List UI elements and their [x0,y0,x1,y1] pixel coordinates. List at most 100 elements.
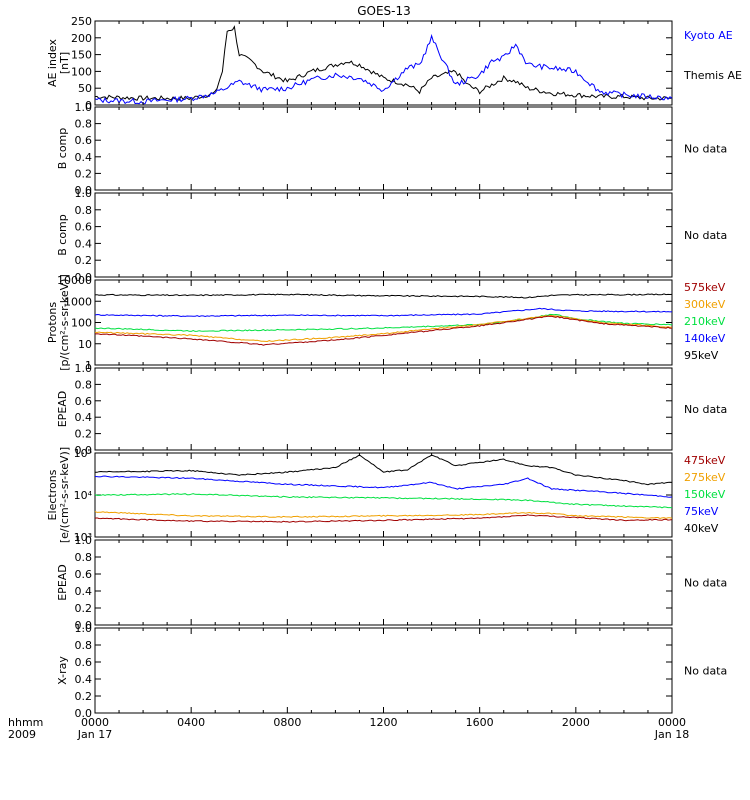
no-data-label: No data [684,665,727,678]
y-tick-label: 0.2 [75,602,93,615]
y-tick-label: 0.4 [75,585,93,598]
date-end-label: Jan 18 [654,728,689,741]
series-line [94,33,673,105]
y-tick-label: 0.2 [75,428,93,441]
panel-frame-ae [94,20,673,106]
y-tick-label: 0.4 [75,411,93,424]
y-axis-label: B comp [56,214,69,256]
y-tick-label: 150 [71,49,92,62]
legend-entry: 40keV [684,522,719,535]
y-tick-label: 0.6 [75,656,93,669]
hhmm-label: hhmm [8,716,43,729]
y-tick-label: 0.0 [75,444,93,457]
no-data-label: No data [684,229,727,242]
no-data-label: No data [684,403,727,416]
y-tick-label: 10³ [74,531,92,544]
legend-entry: 140keV [684,332,726,345]
y-axis-label: EPEAD [56,564,69,601]
series-line [94,454,673,486]
y-tick-label: 1.0 [75,534,93,547]
y-axis-label: Protons [46,302,59,343]
series-line [94,307,673,318]
y-tick-label: 0.4 [75,151,93,164]
y-tick-label: 0.0 [75,271,93,284]
series-line [94,315,673,346]
legend-entry: Kyoto AE [684,29,733,42]
y-axis-label: [p/(cm²-s-sr-keV)] [58,274,71,371]
y-tick-label: 0.0 [75,619,93,632]
x-tick-label: 0800 [273,716,301,729]
y-tick-label: 10 [78,338,92,351]
series-line [94,510,673,520]
year-label: 2009 [8,728,36,741]
y-tick-label: 1.0 [75,101,93,114]
no-data-label: No data [684,577,727,590]
y-axis-label: [e/(cm²-s-sr-keV)] [58,447,71,543]
legend-entry: 275keV [684,471,726,484]
date-start-label: Jan 17 [77,728,112,741]
y-tick-label: 0.8 [75,118,93,131]
y-tick-label: 10⁴ [74,489,93,502]
y-tick-label: 10000 [57,274,92,287]
y-tick-label: 100 [71,317,92,330]
chart-title: GOES-13 [357,4,411,18]
legend-entry: Themis AE [683,69,742,82]
legend-entry: 75keV [684,505,719,518]
legend-entry: 210keV [684,315,726,328]
y-tick-label: 0.2 [75,254,93,267]
y-tick-label: 0.8 [75,204,93,217]
series-line [94,293,673,299]
y-tick-label: 200 [71,32,92,45]
y-axis-label: Electrons [46,469,59,520]
legend-entry: 575keV [684,281,726,294]
y-tick-label: 0.6 [75,221,93,234]
y-tick-label: 0.8 [75,551,93,564]
series-line [94,314,673,343]
x-tick-label: 1600 [466,716,494,729]
y-tick-label: 1.0 [75,362,93,375]
y-tick-label: 250 [71,15,92,28]
legend-entry: 475keV [684,454,726,467]
y-tick-label: 0.8 [75,378,93,391]
series-line [94,313,673,332]
legend-entry: 150keV [684,488,726,501]
y-axis-label: X-ray [56,656,69,685]
y-tick-label: 1.0 [75,187,93,200]
x-tick-label: 2000 [562,716,590,729]
y-tick-label: 0.0 [75,184,93,197]
y-tick-label: 1 [85,359,92,372]
y-tick-label: 0.4 [75,237,93,250]
panel-frame-bcomp2 [94,192,673,278]
y-tick-label: 0 [85,99,92,112]
y-tick-label: 0.0 [75,707,93,720]
legend-entry: 95keV [684,349,719,362]
series-line [94,25,673,102]
panel-frame-xray [94,627,673,714]
panel-frame-electrons [94,452,673,538]
legend-entry: 300keV [684,298,726,311]
y-tick-label: 0.4 [75,673,93,686]
series-line [94,493,672,509]
x-tick-label: 0000 [81,716,109,729]
y-tick-label: 0.8 [75,639,93,652]
y-axis-label: [nT] [58,52,71,74]
y-axis-label: AE index [46,38,59,87]
y-tick-label: 0.2 [75,690,93,703]
y-tick-label: 0.6 [75,395,93,408]
y-tick-label: 0.6 [75,568,93,581]
y-axis-label: EPEAD [56,391,69,428]
panel-frame-bcomp1 [94,106,673,191]
series-line [94,514,673,523]
panel-frame-protons [94,279,673,366]
x-tick-label: 0000 [658,716,686,729]
y-tick-label: 10⁵ [74,447,92,460]
y-tick-label: 1.0 [75,622,93,635]
y-tick-label: 0.6 [75,134,93,147]
y-tick-label: 100 [71,65,92,78]
y-tick-label: 50 [78,82,92,95]
x-tick-label: 1200 [370,716,398,729]
y-tick-label: 0.2 [75,167,93,180]
no-data-label: No data [684,143,727,156]
y-tick-label: 1000 [64,295,92,308]
